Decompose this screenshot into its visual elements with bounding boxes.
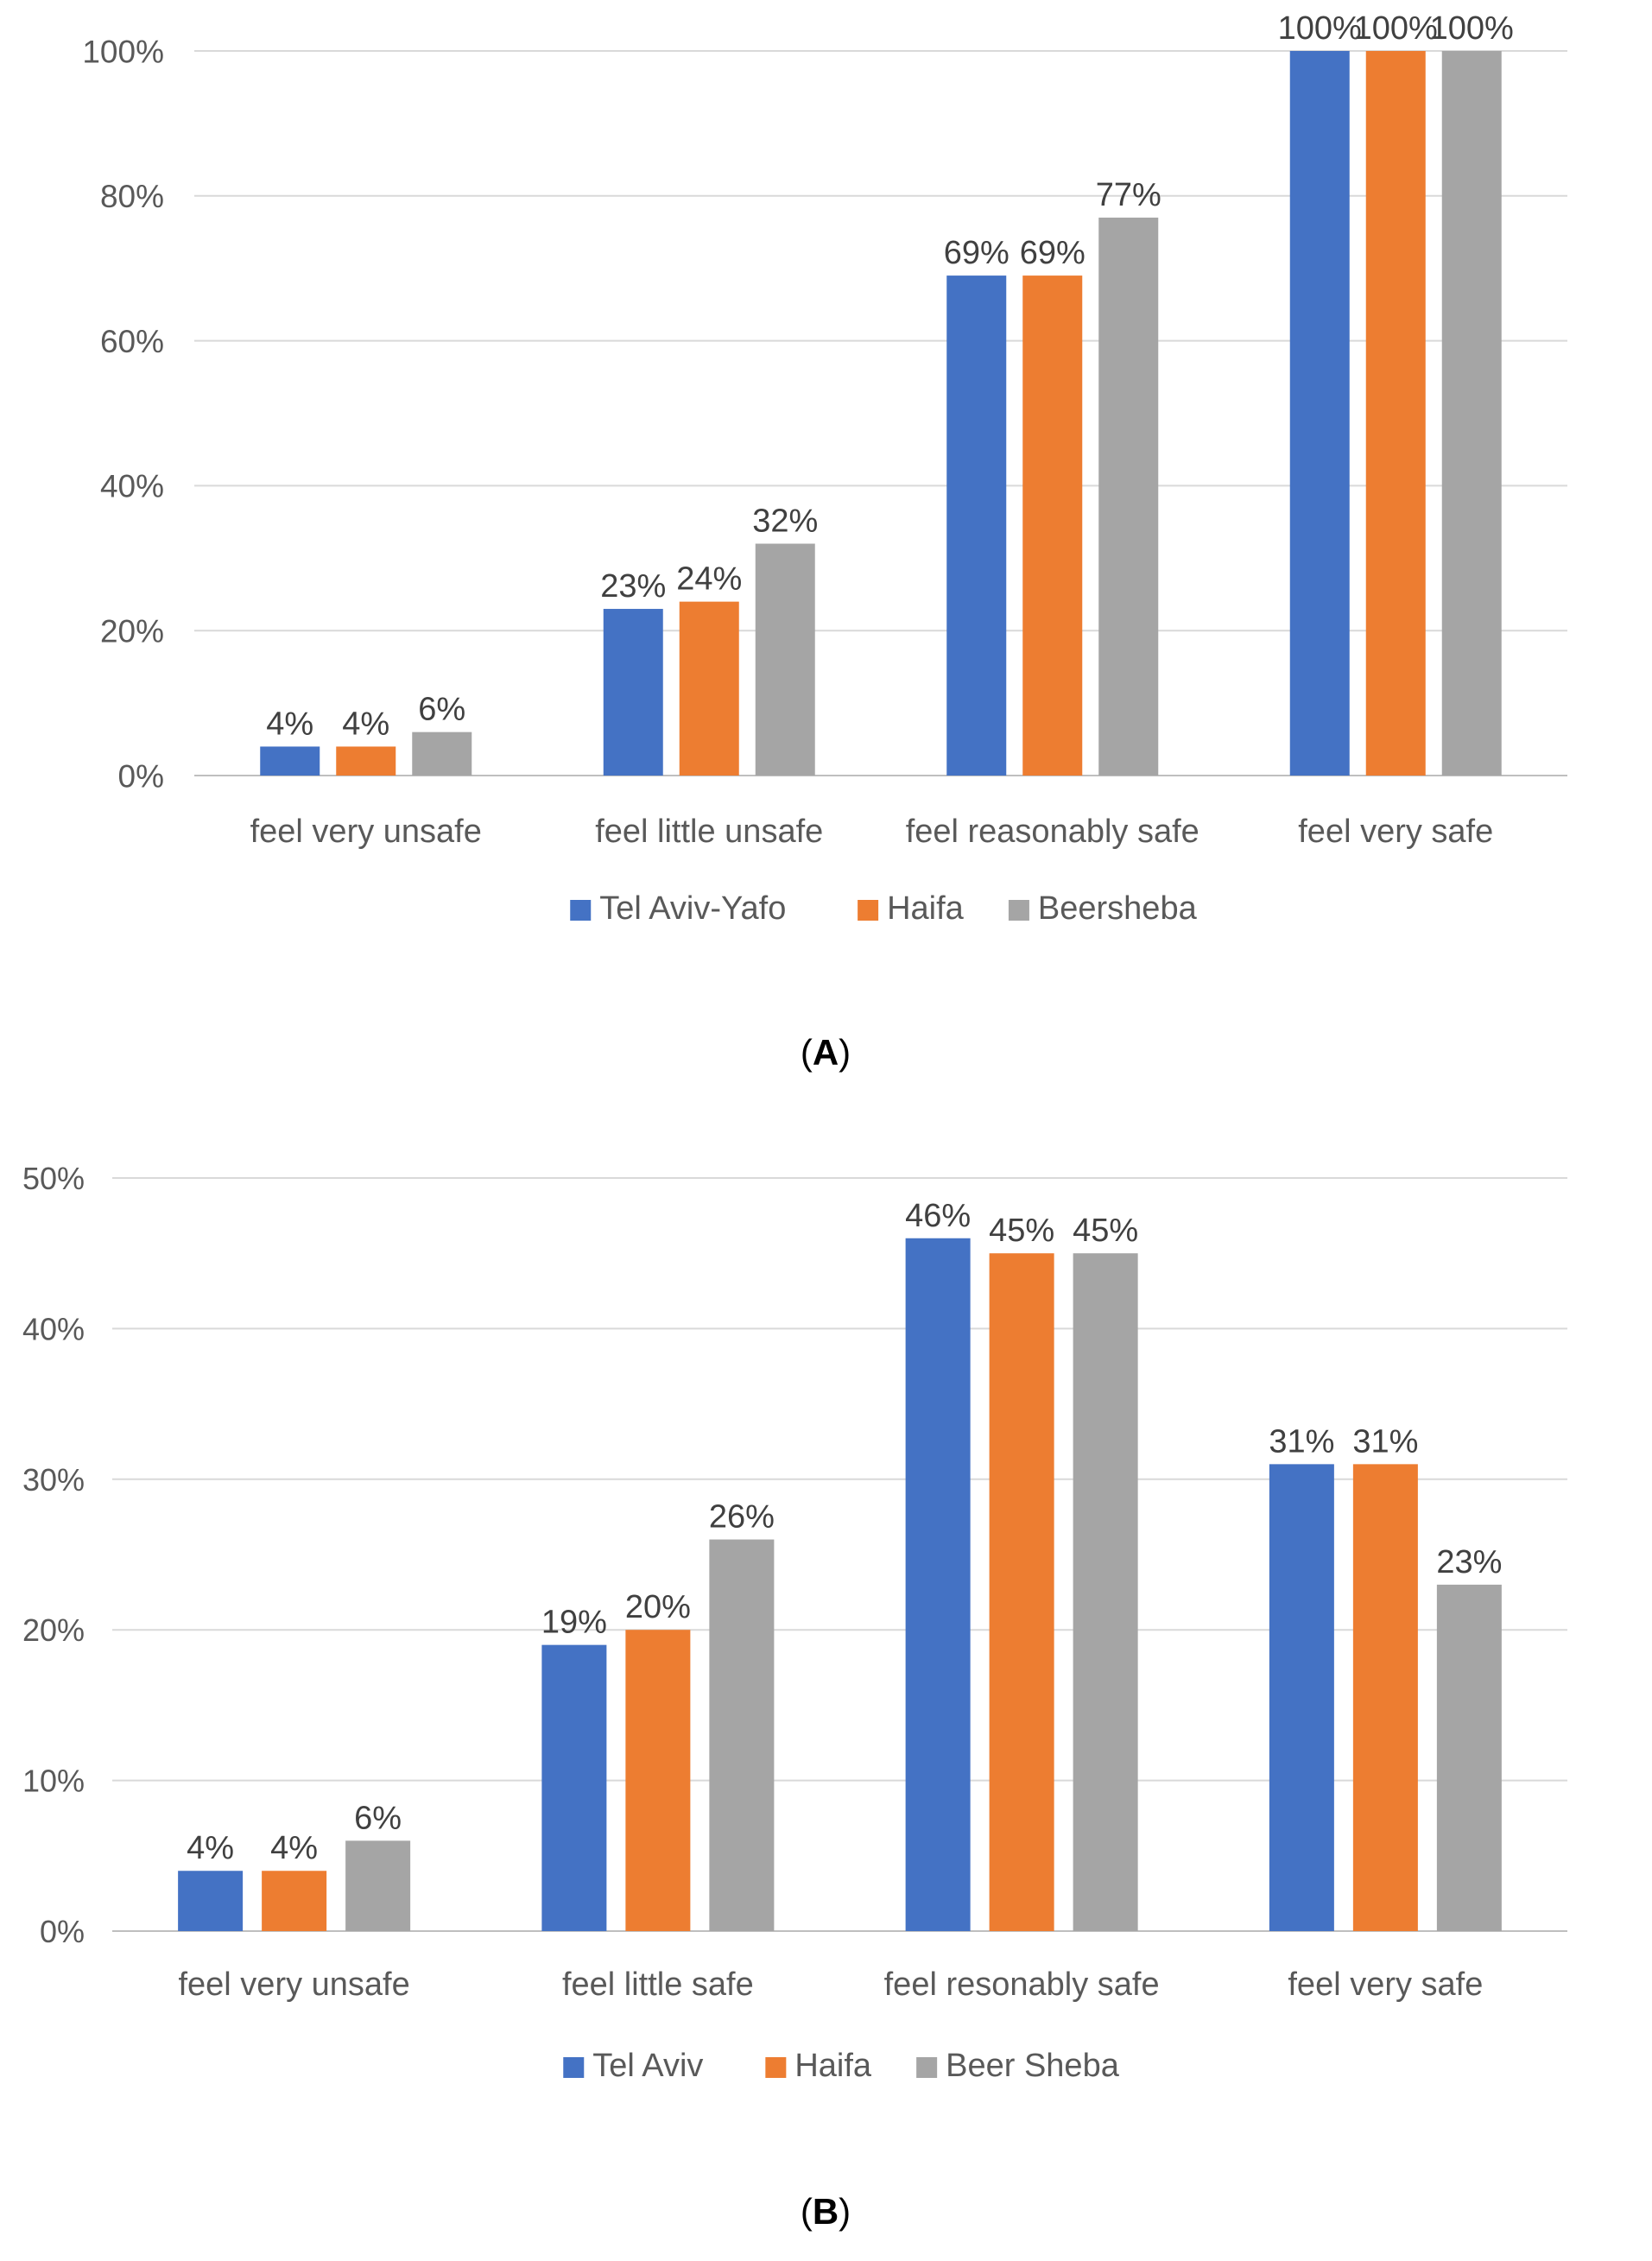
bar	[541, 1644, 607, 1931]
bar	[262, 1871, 327, 1931]
data-label: 46%	[905, 1198, 971, 1234]
y-tick-label: 20%	[22, 1612, 85, 1648]
data-label: 100%	[1278, 10, 1362, 47]
x-category-label: feel very safe	[1298, 814, 1493, 850]
bar	[260, 746, 320, 776]
data-label: 100%	[1430, 10, 1514, 47]
legend-swatch	[858, 900, 879, 921]
x-category-label: feel little unsafe	[595, 814, 823, 850]
x-category-label: feel little safe	[562, 1966, 754, 2003]
data-label: 26%	[709, 1499, 775, 1536]
bar	[345, 1840, 411, 1931]
legend-swatch	[765, 2057, 787, 2078]
x-category-label: feel very unsafe	[178, 1966, 409, 2003]
legend-label: Tel Aviv	[592, 2048, 703, 2084]
legend-swatch	[570, 900, 592, 921]
data-label: 6%	[354, 1800, 402, 1836]
chart-b: 0% 10% 20% 30% 40% 50% 4% 4% 6% feel very unsafe 1…	[22, 1161, 1567, 2232]
data-label: 45%	[1073, 1213, 1138, 1249]
data-label: 4%	[187, 1830, 234, 1866]
legend-label: Haifa	[794, 2048, 872, 2084]
bar	[1098, 217, 1159, 776]
chart-a: 0% 20% 40% 60% 80% 100% 4% 4% 6% feel very unsafe…	[82, 10, 1567, 1073]
bar	[625, 1630, 691, 1931]
panel-caption: (A)	[801, 1032, 851, 1073]
legend-label: Haifa	[887, 890, 965, 927]
data-label: 45%	[989, 1213, 1054, 1249]
bar	[1289, 51, 1350, 776]
bar	[946, 276, 1007, 776]
y-tick-label: 40%	[22, 1311, 85, 1346]
bar	[1441, 51, 1502, 776]
legend-swatch	[563, 2057, 585, 2078]
y-tick-label: 30%	[22, 1462, 85, 1498]
data-label: 20%	[625, 1589, 691, 1625]
legend-label: Beersheba	[1038, 890, 1198, 927]
y-tick-label: 80%	[100, 179, 164, 214]
y-tick-label: 100%	[82, 34, 164, 69]
data-label: 69%	[1020, 235, 1086, 271]
data-label: 77%	[1096, 177, 1161, 213]
legend-label: Beer Sheba	[946, 2048, 1120, 2084]
y-tick-label: 0%	[118, 758, 164, 794]
y-tick-label: 50%	[22, 1161, 85, 1196]
data-label: 24%	[676, 561, 742, 598]
bar	[679, 601, 739, 776]
data-label: 4%	[270, 1830, 318, 1866]
bar	[1436, 1584, 1502, 1931]
x-category-label: feel reasonably safe	[906, 814, 1199, 850]
bar	[755, 543, 815, 776]
y-tick-label: 0%	[40, 1914, 85, 1949]
data-label: 100%	[1354, 10, 1438, 47]
data-label: 19%	[541, 1605, 607, 1641]
data-label: 23%	[1436, 1544, 1502, 1580]
y-tick-label: 10%	[22, 1764, 85, 1799]
bar	[1073, 1253, 1138, 1931]
panel-caption: (B)	[801, 2191, 851, 2232]
bar	[178, 1871, 244, 1931]
bar	[412, 732, 472, 776]
legend-swatch	[1008, 900, 1029, 921]
bar	[905, 1238, 971, 1931]
data-label: 4%	[342, 706, 389, 742]
data-label: 69%	[944, 235, 1010, 271]
y-tick-label: 40%	[100, 469, 164, 504]
bar	[603, 609, 663, 776]
x-category-label: feel very unsafe	[250, 814, 482, 850]
data-label: 4%	[266, 706, 313, 742]
bar	[989, 1253, 1054, 1931]
x-category-label: feel very safe	[1288, 1966, 1483, 2003]
data-label: 6%	[418, 692, 465, 728]
bar	[336, 746, 396, 776]
data-label: 31%	[1269, 1423, 1334, 1460]
legend-swatch	[916, 2057, 938, 2078]
data-label: 32%	[752, 504, 818, 540]
bar	[709, 1539, 775, 1931]
legend-label: Tel Aviv-Yafo	[599, 890, 786, 927]
data-label: 31%	[1352, 1423, 1418, 1460]
data-label: 23%	[600, 568, 666, 605]
y-tick-label: 20%	[100, 614, 164, 649]
x-category-label: feel resonably safe	[884, 1966, 1160, 2003]
y-tick-label: 60%	[100, 324, 164, 359]
bar	[1365, 51, 1426, 776]
bar	[1352, 1464, 1418, 1931]
bar	[1269, 1464, 1334, 1931]
bar	[1022, 276, 1083, 776]
